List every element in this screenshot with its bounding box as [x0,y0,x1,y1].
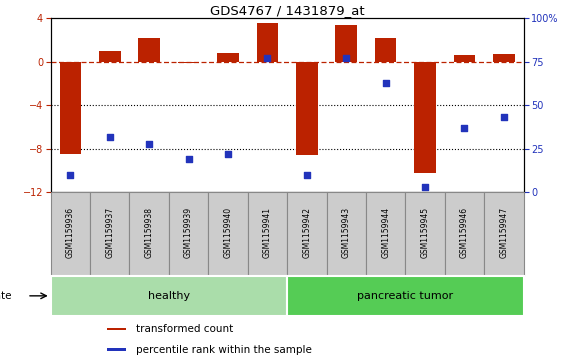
Bar [108,348,126,351]
Text: GSM1159939: GSM1159939 [184,207,193,258]
Text: GSM1159944: GSM1159944 [381,207,390,258]
Title: GDS4767 / 1431879_at: GDS4767 / 1431879_at [210,4,364,17]
Bar [493,54,515,62]
Bar [208,192,248,276]
Text: GSM1159941: GSM1159941 [263,207,272,258]
Bar [366,192,405,276]
Point [421,184,430,190]
Bar [248,192,287,276]
Bar [138,38,160,62]
Bar [454,55,475,62]
Text: GSM1159938: GSM1159938 [145,207,154,258]
Bar [178,62,199,63]
Point [184,156,193,162]
Bar [414,62,436,173]
Text: percentile rank within the sample: percentile rank within the sample [136,345,312,355]
Text: healthy: healthy [148,291,190,301]
Bar [287,276,524,316]
Bar [99,51,120,62]
Bar [327,192,366,276]
Bar [217,53,239,62]
Point [145,141,154,147]
Bar [60,62,81,154]
Text: GSM1159936: GSM1159936 [66,207,75,258]
Point [66,172,75,178]
Bar [51,192,90,276]
Point [302,172,311,178]
Bar [405,192,445,276]
Bar [484,192,524,276]
Bar [51,276,287,316]
Text: GSM1159943: GSM1159943 [342,207,351,258]
Bar [375,38,396,62]
Point [224,151,233,157]
Bar [90,192,129,276]
Bar [445,192,484,276]
Text: GSM1159940: GSM1159940 [224,207,233,258]
Point [105,134,114,139]
Point [381,80,390,86]
Bar [108,328,126,330]
Point [460,125,469,131]
Text: transformed count: transformed count [136,324,233,334]
Point [499,115,508,121]
Text: GSM1159937: GSM1159937 [105,207,114,258]
Point [263,55,272,61]
Text: GSM1159947: GSM1159947 [499,207,508,258]
Bar [336,25,357,62]
Text: pancreatic tumor: pancreatic tumor [358,291,453,301]
Point [342,55,351,61]
Bar [169,192,208,276]
Bar [257,23,278,62]
Bar [287,192,327,276]
Bar [296,62,318,155]
Text: GSM1159946: GSM1159946 [460,207,469,258]
Text: GSM1159945: GSM1159945 [421,207,430,258]
Bar [129,192,169,276]
Text: GSM1159942: GSM1159942 [302,207,311,258]
Text: disease state: disease state [0,291,11,301]
